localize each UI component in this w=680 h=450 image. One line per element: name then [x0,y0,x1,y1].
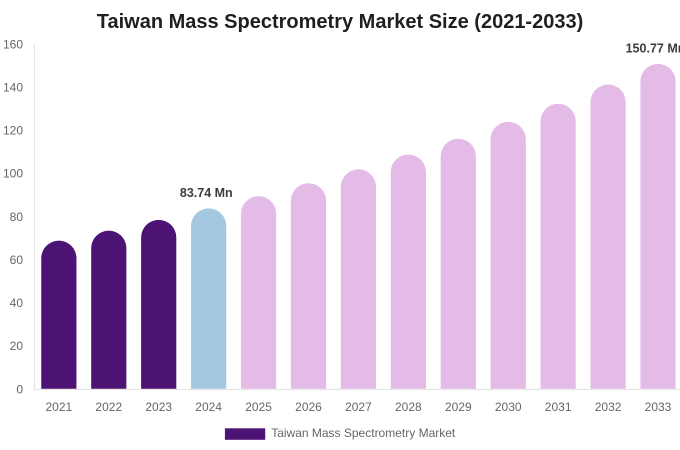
svg-text:2033: 2033 [645,400,672,414]
svg-text:2030: 2030 [495,400,522,414]
svg-text:2028: 2028 [395,400,422,414]
svg-text:160: 160 [3,37,23,51]
svg-text:2024: 2024 [195,400,222,414]
svg-text:0: 0 [16,382,23,396]
svg-text:2027: 2027 [345,400,372,414]
svg-text:2025: 2025 [245,400,272,414]
svg-text:80: 80 [10,210,24,224]
svg-text:2022: 2022 [95,400,122,414]
svg-text:60: 60 [10,253,24,267]
svg-text:100: 100 [3,167,23,181]
svg-text:140: 140 [3,80,23,94]
svg-text:2021: 2021 [45,400,72,414]
svg-text:20: 20 [10,339,24,353]
svg-text:Taiwan Mass Spectrometry Marke: Taiwan Mass Spectrometry Market Size (20… [97,11,584,33]
svg-text:40: 40 [10,296,24,310]
svg-text:Taiwan Mass Spectrometry Marke: Taiwan Mass Spectrometry Market [271,426,456,440]
svg-text:120: 120 [3,124,23,138]
svg-text:2031: 2031 [545,400,572,414]
svg-text:2029: 2029 [445,400,472,414]
svg-text:2032: 2032 [595,400,622,414]
svg-text:83.74 Mn: 83.74 Mn [180,186,233,200]
svg-text:2023: 2023 [145,400,172,414]
svg-text:2026: 2026 [295,400,322,414]
svg-text:150.77 Mn: 150.77 Mn [626,42,680,56]
